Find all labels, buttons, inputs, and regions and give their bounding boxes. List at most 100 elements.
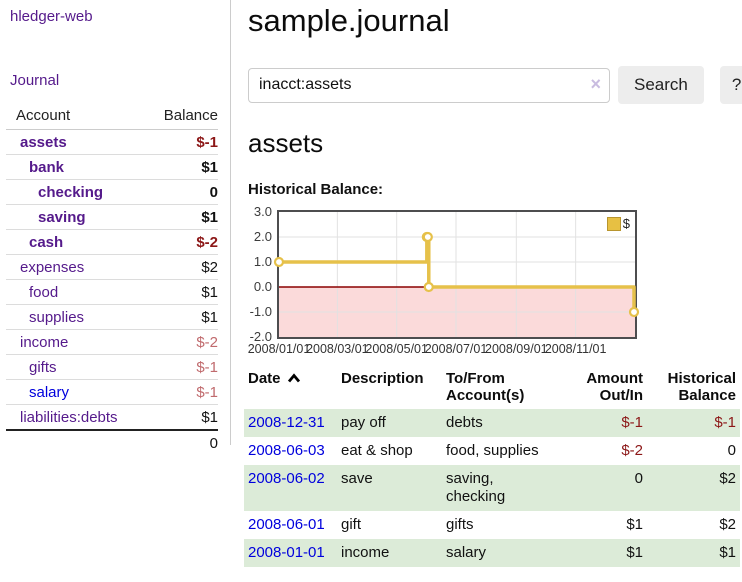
transaction-balance: $2 bbox=[719, 516, 736, 533]
account-row: gifts $-1 bbox=[6, 355, 218, 380]
total-balance: 0 bbox=[209, 435, 218, 452]
register-row: 2008-01-01 income salary $1 $1 bbox=[244, 539, 740, 567]
account-row: checking 0 bbox=[6, 180, 218, 205]
account-link[interactable]: checking bbox=[38, 183, 104, 201]
account-balance: $2 bbox=[201, 258, 218, 276]
x-axis-tick-label: 2008/11/01 bbox=[544, 342, 607, 356]
chart-title: Historical Balance: bbox=[248, 181, 384, 198]
page-title: sample.journal bbox=[248, 3, 450, 38]
account-balance: $-2 bbox=[196, 233, 218, 251]
account-link[interactable]: food bbox=[29, 283, 59, 301]
main-content: sample.journal × Search ? assets Histori… bbox=[244, 0, 742, 567]
app-title-link[interactable]: hledger-web bbox=[10, 8, 93, 25]
account-row: saving $1 bbox=[6, 205, 218, 230]
transaction-date-cell: 2008-06-01 bbox=[244, 511, 341, 539]
account-link[interactable]: assets bbox=[20, 133, 67, 151]
register-row: 2008-06-02 save saving, checking 0 $2 bbox=[244, 465, 740, 511]
legend-swatch-icon bbox=[606, 216, 621, 231]
account-column-header: Account bbox=[16, 107, 71, 124]
transaction-date-link[interactable]: 2008-12-31 bbox=[248, 414, 325, 431]
account-row: cash $-2 bbox=[6, 230, 218, 255]
account-rows: assets $-1 bank $1 checking 0 saving $1 cash $-2 e… bbox=[6, 130, 218, 429]
account-balance: $-1 bbox=[196, 383, 218, 401]
register-row: 2008-06-03 eat & shop food, supplies $-2 0 bbox=[244, 437, 740, 465]
date-column-header[interactable]: Date bbox=[244, 368, 341, 409]
search-button[interactable]: Search bbox=[618, 66, 704, 104]
transaction-description: income bbox=[341, 544, 390, 561]
transaction-accounts: gifts bbox=[446, 516, 474, 533]
account-balance: $1 bbox=[201, 158, 218, 176]
transaction-accounts: salary bbox=[446, 544, 487, 561]
transaction-balance: $-1 bbox=[714, 414, 736, 431]
account-row: food $1 bbox=[6, 280, 218, 305]
search-input[interactable] bbox=[248, 67, 610, 103]
y-axis-tick-label: 1.0 bbox=[253, 254, 272, 269]
sort-ascending-icon bbox=[287, 373, 300, 383]
transaction-amount: $1 bbox=[626, 516, 643, 533]
transaction-date-link[interactable]: 2008-06-01 bbox=[248, 516, 325, 533]
account-row: supplies $1 bbox=[6, 305, 218, 330]
x-axis-tick-label: 2008/05/01 bbox=[365, 342, 428, 356]
transaction-amount: 0 bbox=[634, 470, 643, 487]
transaction-description: save bbox=[341, 470, 373, 487]
clear-search-icon[interactable]: × bbox=[590, 73, 601, 94]
account-balance: $-1 bbox=[196, 358, 218, 376]
account-link[interactable]: cash bbox=[29, 233, 64, 251]
account-row: liabilities:debts $1 bbox=[6, 405, 218, 429]
search-box: × bbox=[248, 67, 610, 103]
account-balance: $-2 bbox=[196, 333, 218, 351]
register-row: 2008-06-01 gift gifts $1 $2 bbox=[244, 511, 740, 539]
account-tree: Account Balance assets $-1 bank $1 checking 0… bbox=[6, 105, 218, 452]
transaction-date-link[interactable]: 2008-06-03 bbox=[248, 442, 325, 459]
account-balance: $1 bbox=[201, 208, 218, 226]
account-balance: 0 bbox=[209, 183, 218, 201]
account-row: salary $-1 bbox=[6, 380, 218, 405]
account-link[interactable]: salary bbox=[29, 383, 70, 401]
account-balance: $1 bbox=[201, 408, 218, 426]
account-balance: $1 bbox=[201, 308, 218, 326]
transaction-accounts: debts bbox=[446, 414, 483, 431]
account-row: expenses $2 bbox=[6, 255, 218, 280]
chart-plot-area[interactable]: $ bbox=[273, 210, 640, 339]
transaction-date-cell: 2008-12-31 bbox=[244, 409, 341, 437]
transaction-date-link[interactable]: 2008-06-02 bbox=[248, 470, 325, 487]
account-tree-total-row: 0 bbox=[6, 429, 218, 452]
y-axis-tick-label: -2.0 bbox=[249, 329, 272, 344]
transaction-amount: $1 bbox=[626, 544, 643, 561]
date-column-label: Date bbox=[248, 370, 281, 387]
transaction-accounts: food, supplies bbox=[446, 442, 539, 459]
transaction-date-link[interactable]: 2008-01-01 bbox=[248, 544, 325, 561]
accounts-column-header: To/From Account(s) bbox=[446, 370, 525, 404]
account-row: income $-2 bbox=[6, 330, 218, 355]
account-link[interactable]: saving bbox=[38, 208, 86, 226]
transaction-balance: 0 bbox=[727, 442, 736, 459]
transaction-accounts: saving, checking bbox=[446, 470, 506, 505]
transaction-amount: $-1 bbox=[621, 414, 643, 431]
x-axis-tick-label: 2008/09/01 bbox=[485, 342, 548, 356]
account-link[interactable]: income bbox=[20, 333, 69, 351]
account-link[interactable]: gifts bbox=[29, 358, 57, 376]
transaction-description: pay off bbox=[341, 414, 386, 431]
chart-legend: $ bbox=[606, 216, 630, 231]
account-heading: assets bbox=[248, 128, 324, 158]
transaction-date-cell: 2008-06-03 bbox=[244, 437, 341, 465]
account-row: bank $1 bbox=[6, 155, 218, 180]
transaction-description: gift bbox=[341, 516, 362, 533]
help-button[interactable]: ? bbox=[719, 66, 742, 104]
account-link[interactable]: expenses bbox=[20, 258, 85, 276]
balance-column-header: Balance bbox=[163, 107, 218, 124]
description-column-header: Description bbox=[341, 370, 424, 387]
x-axis-tick-label: 2008/03/01 bbox=[306, 342, 369, 356]
account-tree-header: Account Balance bbox=[6, 105, 218, 130]
balance-chart: $ 3.0 2.0 1.0 0.0 -1.0 -2.0 2008/01/01 2008/03/… bbox=[248, 200, 742, 358]
transaction-balance: $1 bbox=[719, 544, 736, 561]
account-link[interactable]: supplies bbox=[29, 308, 85, 326]
account-link[interactable]: liabilities:debts bbox=[20, 408, 118, 426]
transaction-amount: $-2 bbox=[621, 442, 643, 459]
register-table: Date Description To/From Account(s) Amou… bbox=[244, 368, 740, 567]
y-axis-tick-label: -1.0 bbox=[249, 304, 272, 319]
transaction-description: eat & shop bbox=[341, 442, 413, 459]
account-link[interactable]: bank bbox=[29, 158, 65, 176]
amount-column-header: Amount Out/In bbox=[586, 370, 643, 404]
nav-journal-link[interactable]: Journal bbox=[10, 72, 60, 89]
